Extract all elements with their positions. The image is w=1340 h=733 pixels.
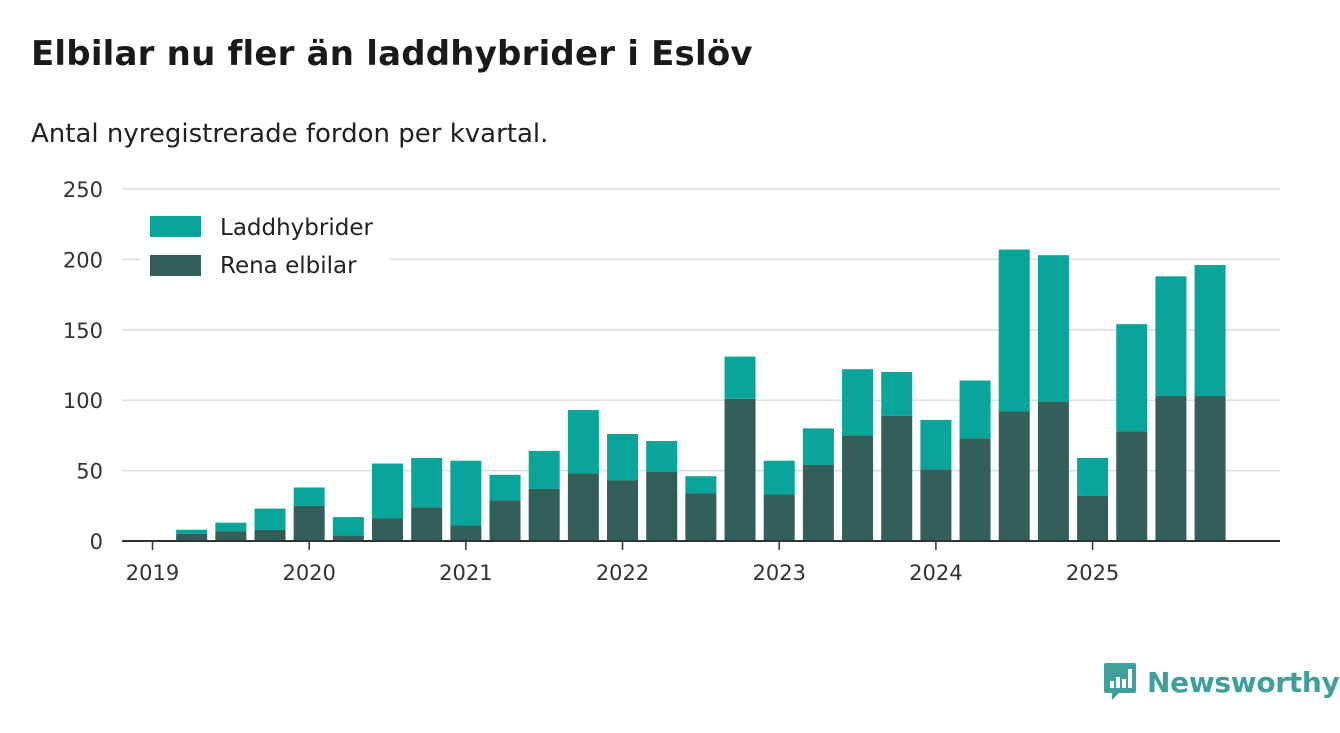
bar-laddhybrider-2025-Q1: [1077, 457, 1109, 496]
x-tick-label-2024: 2024: [909, 561, 962, 585]
bar-rena-elbilar-2023-Q1: [763, 494, 795, 541]
bar-rena-elbilar-2024-Q4: [1037, 401, 1069, 541]
bar-laddhybrider-2020-Q3: [372, 463, 404, 519]
bar-laddhybrider-2021-Q3: [528, 450, 560, 489]
bar-rena-elbilar-2022-Q3: [685, 493, 717, 541]
bar-rena-elbilar-2025-Q3: [1155, 395, 1187, 541]
bar-laddhybrider-2023-Q3: [842, 369, 874, 436]
bar-laddhybrider-2022-Q1: [607, 433, 639, 481]
legend-label-rena-elbilar: Rena elbilar: [220, 253, 357, 279]
brand-logo: Newsworthy: [1103, 662, 1340, 702]
bar-rena-elbilar-2019-Q4: [254, 529, 286, 541]
bar-rena-elbilar-2023-Q2: [802, 464, 834, 541]
x-tick-label-2019: 2019: [126, 561, 179, 585]
bar-laddhybrider-2019-Q4: [254, 508, 286, 530]
bar-laddhybrider-2021-Q4: [567, 410, 599, 474]
y-tick-label: 250: [63, 178, 103, 202]
bar-rena-elbilar-2019-Q3: [215, 531, 247, 541]
x-tick-label-2025: 2025: [1066, 561, 1119, 585]
bar-rena-elbilar-2021-Q1: [450, 525, 482, 541]
bar-laddhybrider-2023-Q1: [763, 460, 795, 495]
bar-rena-elbilar-2024-Q3: [998, 411, 1030, 541]
legend-swatch-rena-elbilar: [150, 255, 201, 276]
bar-laddhybrider-2025-Q4: [1194, 265, 1226, 396]
bar-laddhybrider-2024-Q2: [959, 380, 991, 439]
bar-laddhybrider-2022-Q4: [724, 356, 756, 399]
bar-laddhybrider-2020-Q4: [411, 457, 443, 508]
y-tick-label: 200: [63, 248, 103, 272]
bar-rena-elbilar-2025-Q4: [1194, 395, 1226, 541]
bar-rena-elbilar-2020-Q2: [332, 535, 364, 541]
bar-laddhybrider-2019-Q3: [215, 522, 247, 532]
bar-rena-elbilar-2023-Q4: [881, 415, 913, 541]
bar-rena-elbilar-2021-Q3: [528, 488, 560, 541]
y-tick-label: 100: [63, 389, 103, 413]
bar-rena-elbilar-2025-Q1: [1077, 495, 1109, 541]
bar-rena-elbilar-2020-Q1: [293, 505, 325, 541]
bar-rena-elbilar-2021-Q4: [567, 473, 599, 541]
axes: 0 50 100 150 200 250 2019 2020 2021 2022 2023 2024 2…: [63, 178, 1280, 585]
bar-laddhybrider-2024-Q3: [998, 249, 1030, 412]
bar-laddhybrider-2023-Q4: [881, 372, 913, 416]
x-tick-label-2023: 2023: [752, 561, 805, 585]
bar-laddhybrider-2025-Q3: [1155, 276, 1187, 396]
x-tick-label-2021: 2021: [439, 561, 492, 585]
bar-rena-elbilar-2020-Q4: [411, 507, 443, 541]
bar-laddhybrider-2022-Q3: [685, 476, 717, 494]
bar-laddhybrider-2021-Q2: [489, 474, 521, 501]
x-tick-label-2020: 2020: [282, 561, 335, 585]
bar-rena-elbilar-2022-Q1: [607, 480, 639, 541]
bar-rena-elbilar-2023-Q3: [842, 435, 874, 541]
bar-rena-elbilar-2022-Q2: [646, 472, 678, 541]
bar-rena-elbilar-2022-Q4: [724, 398, 756, 541]
chart-subtitle: Antal nyregistrerade fordon per kvartal.: [31, 119, 549, 149]
bar-rena-elbilar-2021-Q2: [489, 500, 521, 541]
bar-rena-elbilar-2020-Q3: [372, 518, 404, 541]
bar-rena-elbilar-2025-Q2: [1116, 431, 1148, 541]
bar-laddhybrider-2021-Q1: [450, 460, 482, 526]
bars: [176, 249, 1226, 541]
y-tick-label: 150: [63, 319, 103, 343]
bar-laddhybrider-2024-Q1: [920, 419, 952, 470]
legend: Laddhybrider Rena elbilar: [140, 204, 390, 286]
bar-rena-elbilar-2024-Q2: [959, 438, 991, 541]
bar-laddhybrider-2020-Q2: [332, 517, 364, 536]
brand-name: Newsworthy: [1147, 665, 1340, 699]
bar-rena-elbilar-2024-Q1: [920, 469, 952, 541]
bar-laddhybrider-2020-Q1: [293, 487, 325, 506]
legend-label-laddhybrider: Laddhybrider: [220, 215, 373, 241]
y-tick-label: 0: [90, 530, 103, 554]
bar-rena-elbilar-2019-Q2: [176, 533, 208, 541]
bar-laddhybrider-2022-Q2: [646, 441, 678, 473]
y-tick-label: 50: [76, 460, 103, 484]
x-tick-label-2022: 2022: [596, 561, 649, 585]
bar-laddhybrider-2019-Q2: [176, 529, 208, 534]
legend-swatch-laddhybrider: [150, 216, 201, 237]
bar-laddhybrider-2024-Q4: [1037, 255, 1069, 402]
bar-laddhybrider-2023-Q2: [802, 428, 834, 465]
chart-title: Elbilar nu fler än laddhybrider i Eslöv: [31, 34, 753, 74]
newsworthy-logo-icon: [1104, 663, 1136, 700]
bar-laddhybrider-2025-Q2: [1116, 324, 1148, 432]
